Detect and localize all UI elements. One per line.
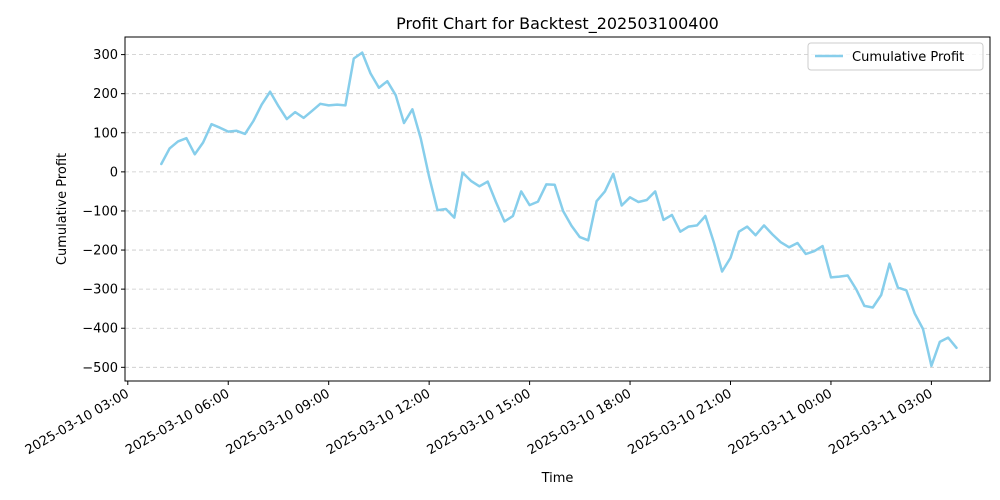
series-line-0 xyxy=(160,51,958,368)
x-axis-label: Time xyxy=(541,471,574,486)
y-tick-label: −300 xyxy=(82,283,118,298)
legend-label: Cumulative Profit xyxy=(852,50,964,65)
y-tick-label: 200 xyxy=(93,87,118,102)
y-tick-label: −200 xyxy=(82,244,118,259)
y-axis-ticks: 300 200 100 0 −100 −200 −300 −400 −500 xyxy=(82,48,125,376)
chart-title: Profit Chart for Backtest_202503100400 xyxy=(396,14,719,34)
plot-frame xyxy=(124,36,991,382)
y-tick-label: −100 xyxy=(82,204,118,219)
legend-box xyxy=(807,42,984,71)
series-layer xyxy=(160,51,958,368)
y-tick-label: 0 xyxy=(110,165,118,180)
y-tick-label: 300 xyxy=(93,48,118,63)
y-tick-label: 100 xyxy=(93,126,118,141)
y-tick-label: −500 xyxy=(82,361,118,376)
y-tick-label: −400 xyxy=(82,322,118,337)
y-axis-label: Cumulative Profit xyxy=(55,153,70,265)
legend: Cumulative Profit xyxy=(807,42,984,71)
